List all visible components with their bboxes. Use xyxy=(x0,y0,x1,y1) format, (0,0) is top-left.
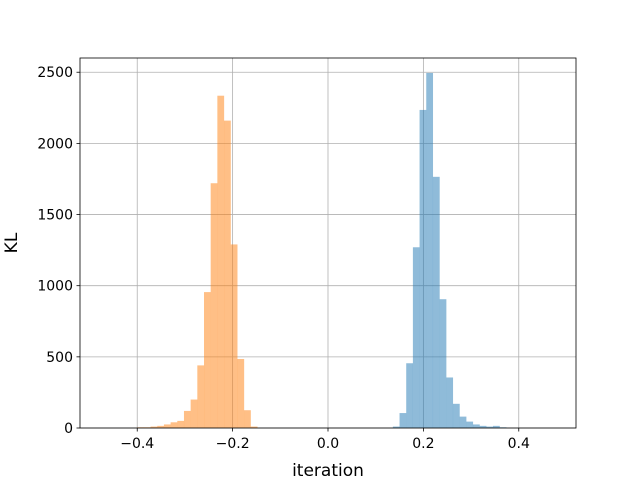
x-axis-ticks: −0.4 −0.2 0.0 0.2 0.4 xyxy=(120,428,530,452)
histogram-bar xyxy=(452,403,460,428)
y-tick-label: 500 xyxy=(46,350,73,366)
histogram-bar xyxy=(217,95,225,428)
histogram-bar xyxy=(210,183,218,428)
x-tick-label: 0.4 xyxy=(508,436,530,452)
histogram-series-1 xyxy=(137,95,258,428)
histogram-bar xyxy=(250,426,258,428)
histogram-bar xyxy=(432,176,440,428)
histogram-bar xyxy=(472,424,480,428)
histogram-bar xyxy=(163,424,171,428)
x-tick-label: 0.0 xyxy=(317,436,339,452)
histogram-bar xyxy=(459,416,467,428)
histogram-bar xyxy=(237,358,245,428)
histogram-bar xyxy=(419,109,427,428)
histogram-bar xyxy=(177,420,185,428)
histogram-bar xyxy=(412,247,420,428)
histogram-bar xyxy=(493,425,500,428)
histogram-bar xyxy=(150,426,158,428)
x-tick-label: −0.4 xyxy=(120,436,154,452)
y-tick-label: 2500 xyxy=(37,65,73,81)
histogram-bar xyxy=(426,72,434,428)
histogram-bar xyxy=(244,410,251,428)
histogram-bar xyxy=(204,292,211,428)
histogram-bar xyxy=(197,365,205,428)
histogram-series-0 xyxy=(392,72,507,428)
histogram-bar xyxy=(479,425,487,428)
x-tick-label: −0.2 xyxy=(216,436,250,452)
x-tick-label: 0.2 xyxy=(412,436,434,452)
y-tick-label: 0 xyxy=(64,421,73,437)
y-axis-ticks: 0 500 1000 1500 2000 2500 xyxy=(37,65,80,437)
y-tick-label: 1000 xyxy=(37,279,73,295)
histogram-bar xyxy=(486,426,494,428)
histogram-bar xyxy=(170,422,178,428)
histogram-bar xyxy=(406,363,413,428)
histogram-bar xyxy=(230,244,238,428)
y-tick-label: 1500 xyxy=(37,208,73,224)
histogram-bars xyxy=(137,72,507,428)
grid xyxy=(80,58,576,429)
histogram-bar xyxy=(183,410,191,428)
y-axis-label: KL xyxy=(2,232,22,253)
histogram-bar xyxy=(157,425,165,428)
x-axis-label: iteration xyxy=(292,461,364,480)
histogram-bar xyxy=(224,120,231,428)
histogram-bar xyxy=(190,399,198,428)
histogram-bar xyxy=(439,299,447,428)
histogram-bar xyxy=(466,421,474,428)
histogram-bar xyxy=(446,377,454,428)
histogram-bar xyxy=(399,413,407,428)
y-tick-label: 2000 xyxy=(37,136,73,152)
histogram-bar xyxy=(392,426,400,428)
